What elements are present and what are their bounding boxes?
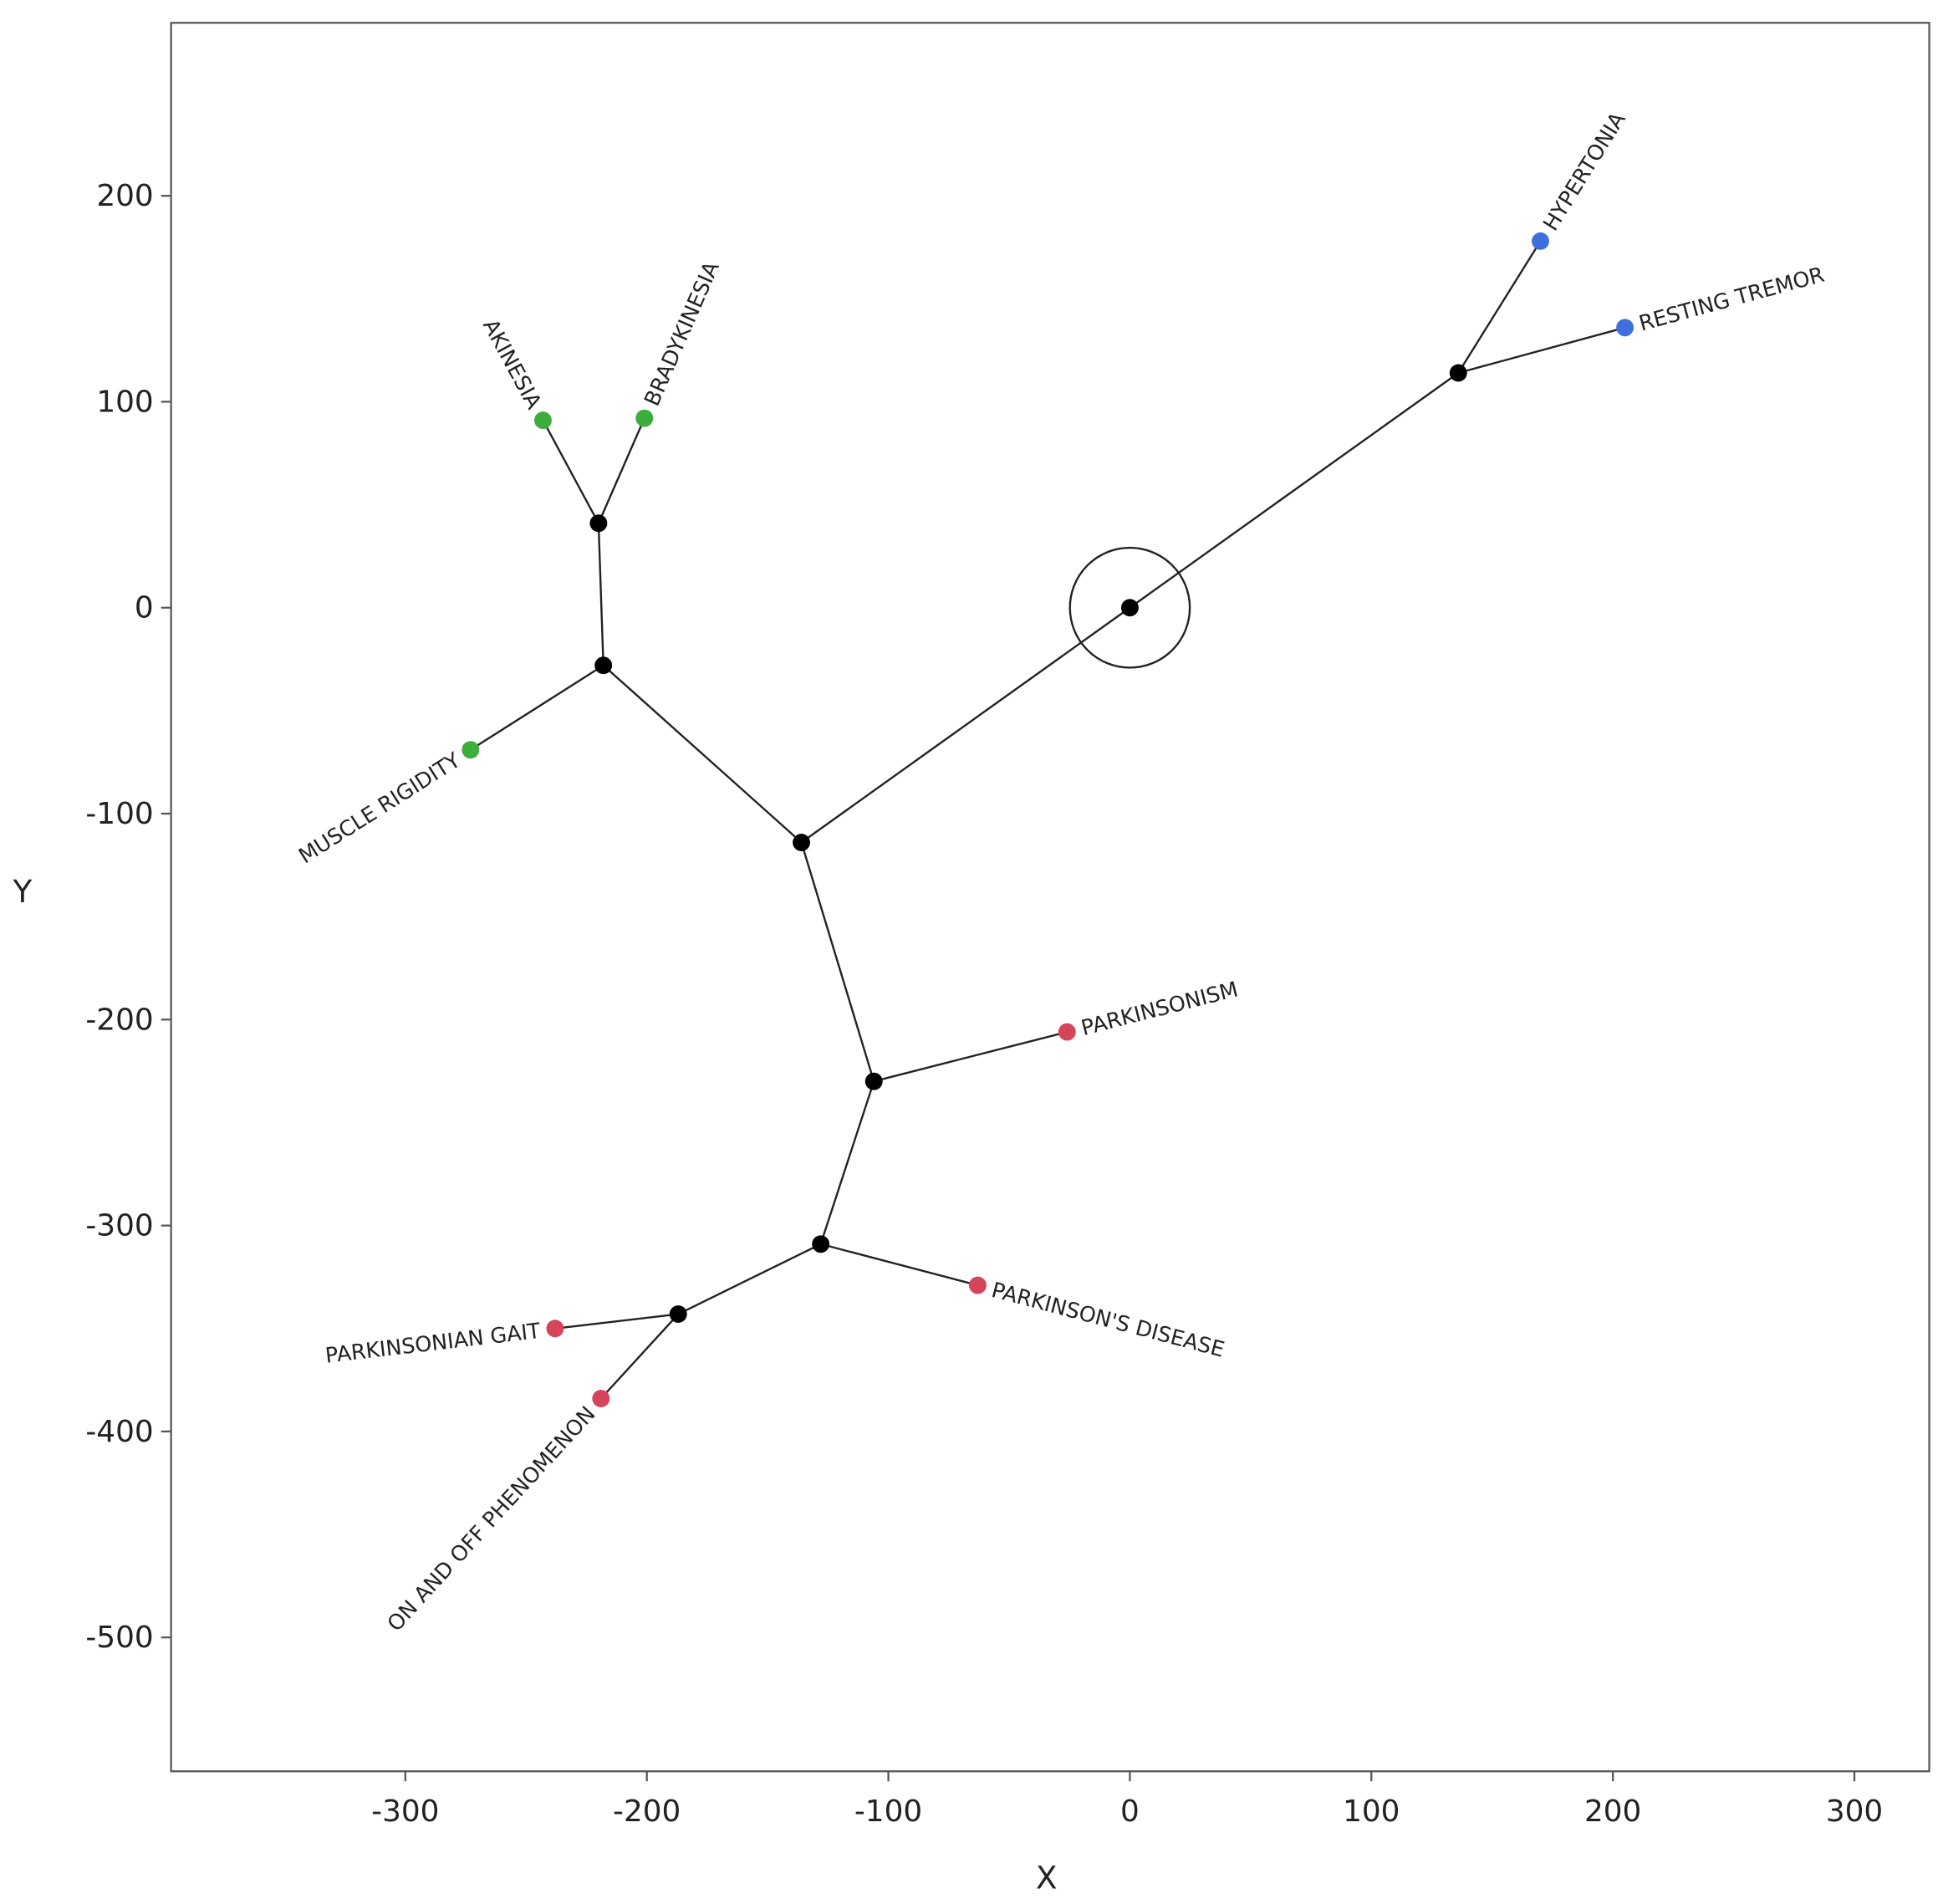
tree-edge [1457,326,1625,375]
root-marker [1068,546,1191,669]
tree-edge [597,417,645,524]
x-tick-label: -100 [854,1794,922,1829]
y-axis-label: Y [12,873,32,910]
node-label: BRADYKINESIA [639,258,724,410]
node-label: HYPERTONIA [1538,107,1630,235]
node [1058,1023,1076,1041]
node-label: RESTING TREMOR [1636,262,1827,336]
y-tick-label: 200 [96,179,153,213]
tree-edge [873,1030,1068,1083]
tree-edge [800,606,1131,844]
node [864,1072,883,1090]
node-label: PARKINSONIAN GAIT [324,1318,542,1368]
node [546,1320,564,1338]
node [589,514,608,533]
x-axis-label: X [1036,1860,1058,1896]
node [1120,599,1139,617]
x-tick-label: 200 [1584,1794,1641,1829]
tree-edge [820,1243,978,1287]
tree-edge [599,1313,680,1400]
node-label: PARKINSON'S DISEASE [989,1277,1227,1362]
node [594,656,613,675]
node-label: AKINESIA [478,314,547,413]
tree-edge [677,1243,822,1315]
tree-edge [1457,240,1542,374]
y-tick-label: -500 [85,1621,153,1655]
y-tick-label: -400 [85,1415,153,1449]
x-tick-label: 0 [1120,1794,1140,1829]
x-tick-label: -300 [371,1794,439,1829]
node [462,741,480,759]
node [1532,232,1549,250]
node [592,1390,610,1407]
y-tick-label: -300 [85,1209,153,1243]
node [812,1235,830,1253]
node [534,411,552,430]
node [968,1276,987,1294]
tree-edge [819,1080,875,1245]
x-tick-label: -200 [613,1794,681,1829]
tree-edge [542,420,599,524]
plot-frame [170,22,1930,1773]
tree-edge [602,664,803,844]
tree-edge [597,523,604,666]
tree-edge [470,664,604,751]
node-label: PARKINSONISM [1079,976,1241,1040]
node [1616,319,1634,337]
x-tick-label: 300 [1826,1794,1883,1829]
y-tick-label: -100 [85,797,153,831]
node [635,409,654,427]
y-tick-label: 0 [135,591,154,625]
tree-edge [1129,372,1459,609]
y-tick-label: 100 [96,385,153,419]
x-tick-label: 100 [1343,1794,1400,1829]
y-tick-label: -200 [85,1003,153,1037]
node-label: MUSCLE RIGIDITY [294,747,466,868]
node [669,1305,687,1323]
node [1449,364,1467,382]
tree-edge [554,1313,679,1330]
node-label: ON AND OFF PHENOMENON [382,1401,600,1636]
tree-edge [800,842,875,1082]
node [793,834,811,851]
